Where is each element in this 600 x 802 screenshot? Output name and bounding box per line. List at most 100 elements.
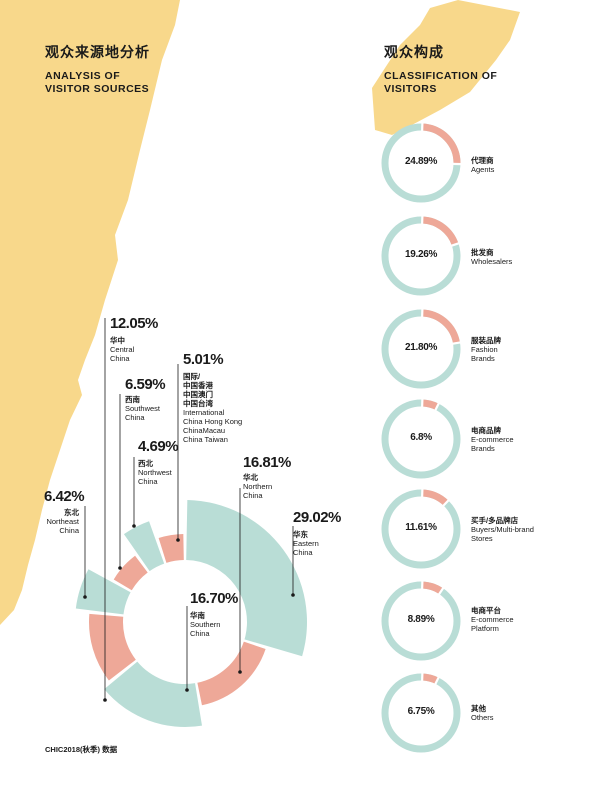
en-southwest-1: Southwest [125, 404, 161, 413]
ring-zh-fashion: 服装品牌 [471, 336, 501, 345]
ring-arc-2 [421, 309, 460, 344]
label-northern: 16.81% 华北 Northern China [243, 454, 291, 501]
pct-northwest: 4.69% [138, 438, 179, 455]
ring-track-4 [381, 489, 461, 569]
ring-en-agents: Agents [471, 165, 495, 174]
pct-international: 5.01% [183, 351, 224, 368]
en-central-2: China [110, 354, 130, 363]
donut-slice-6 [123, 521, 165, 572]
ring-arc-3 [421, 399, 439, 410]
ring-arc-0 [421, 123, 461, 165]
pct-eastern: 29.02% [293, 509, 341, 526]
ring-label-buyers: 买手/多品牌店 Buyers/Multi-brand Stores [471, 516, 534, 543]
donut-slice-0 [186, 500, 307, 657]
leader-dot-3 [103, 698, 107, 702]
ring-label-agents: 代理商 Agents [471, 156, 494, 174]
ring-label-fashion: 服装品牌 Fashion Brands [471, 336, 501, 363]
ring-en-ecom-brands-1: E-commerce [471, 435, 514, 444]
pct-northern: 16.81% [243, 454, 291, 471]
ring-sep-6-1 [433, 676, 440, 686]
zh-international-taiwan: 中国台湾 [183, 399, 213, 408]
en-northwest-1: Northwest [138, 468, 172, 477]
en-eastern-1: Eastern [293, 539, 319, 548]
pct-northeast: 6.42% [44, 488, 85, 505]
pct-central: 12.05% [110, 315, 158, 332]
ring-value-ecom-platform: 8.89% [407, 614, 435, 625]
left-title-en-line2: VISITOR SOURCES [45, 83, 150, 95]
ring-en-wholesalers: Wholesalers [471, 257, 513, 266]
ring-track-3 [381, 399, 461, 479]
ring-label-ecom-brands: 电商品牌 E-commerce Brands [471, 426, 514, 453]
ring-en-ecom-platform-2: Platform [471, 624, 499, 633]
ring-arc-4 [421, 489, 449, 506]
left-title-en-line1: ANALYSIS OF [45, 70, 121, 82]
en-international-3: ChinaMacau [183, 426, 226, 435]
right-title-en: CLASSIFICATION OF VISITORS [384, 70, 497, 96]
ring-sep-4-1 [442, 499, 450, 508]
ring-zh-ecom-brands: 电商品牌 [471, 426, 501, 435]
ring-zh-buyers: 买手/多品牌店 [471, 516, 519, 525]
right-title-en-line1: CLASSIFICATION OF [384, 70, 498, 82]
ring-value-wholesalers: 19.26% [404, 249, 438, 260]
ring-zh-others: 其他 [471, 704, 486, 713]
leader-dot-5 [118, 566, 122, 570]
ring-track-2 [381, 309, 461, 389]
zh-eastern: 华东 [293, 530, 308, 539]
ring-en-fashion-2: Brands [471, 354, 495, 363]
ring-track-6 [381, 673, 461, 753]
leader-dot-6 [132, 524, 136, 528]
donut-slice-4 [75, 569, 131, 615]
en-central-1: Central [110, 345, 135, 354]
zh-southern: 华南 [190, 611, 205, 620]
ring-zh-wholesalers: 批发商 [471, 248, 494, 257]
left-title-zh: 观众来源地分析 [45, 44, 150, 60]
right-title-zh: 观众构成 [384, 44, 444, 60]
zh-northwest: 西北 [138, 459, 153, 468]
en-southern-2: China [190, 629, 210, 638]
en-northern-1: Northern [243, 482, 273, 491]
en-northeast-1: Northeast [46, 517, 79, 526]
ring-value-others: 6.75% [407, 706, 435, 717]
zh-international: 国际/ [183, 372, 201, 381]
donut-slice-2 [104, 661, 202, 728]
zh-northern: 华北 [243, 473, 258, 482]
pct-southern: 16.70% [190, 590, 238, 607]
zh-central: 华中 [110, 336, 125, 345]
ring-zh-ecom-platform: 电商平台 [471, 606, 501, 615]
leader-dot-7 [176, 538, 180, 542]
ring-en-fashion-1: Fashion [471, 345, 498, 354]
donut-slice-3 [88, 613, 136, 681]
ring-en-buyers-1: Buyers/Multi-brand [471, 525, 534, 534]
donut-slice-1 [197, 641, 266, 706]
zh-northeast: 东北 [64, 508, 79, 517]
ring-value-fashion: 21.80% [404, 342, 438, 353]
en-eastern-2: China [293, 548, 313, 557]
leader-dot-1 [238, 670, 242, 674]
en-northern-2: China [243, 491, 263, 500]
en-international-4: China Taiwan [183, 435, 228, 444]
label-international: 5.01% 国际/ 中国香港 中国澳门 中国台湾 International C… [183, 351, 243, 445]
ring-value-ecom-brands: 6.8% [410, 432, 432, 443]
ring-sep-3-1 [434, 402, 441, 412]
label-eastern: 29.02% 华东 Eastern China [293, 509, 341, 558]
en-northeast-2: China [59, 526, 79, 535]
zh-international-macau: 中国澳门 [183, 390, 213, 399]
footer-source-note: CHIC2018(秋季) 数据 [45, 745, 118, 754]
leader-dot-4 [83, 595, 87, 599]
ring-sep-5-1 [437, 586, 445, 596]
label-southwest: 6.59% 西南 Southwest China [125, 377, 166, 423]
ring-sep-1-1 [450, 241, 460, 247]
label-northeast: 6.42% 东北 Northeast China [44, 488, 85, 536]
ring-label-wholesalers: 批发商 Wholesalers [471, 248, 512, 266]
ring-en-buyers-2: Stores [471, 534, 493, 543]
label-southern: 16.70% 华南 Southern China [190, 590, 238, 639]
ring-arc-1 [421, 216, 459, 246]
ring-arc-5 [421, 581, 444, 595]
en-international-2: China Hong Kong [183, 417, 243, 426]
left-brush-stroke [0, 0, 180, 625]
ring-label-ecom-platform: 电商平台 E-commerce Platform [471, 606, 514, 633]
left-title-en: ANALYSIS OF VISITOR SOURCES [45, 70, 149, 96]
